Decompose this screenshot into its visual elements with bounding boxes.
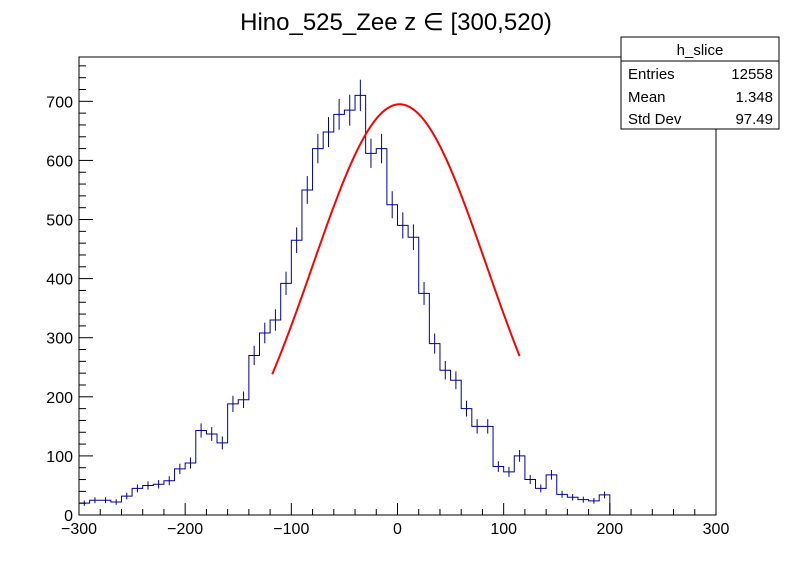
y-tick-label: 700	[46, 94, 73, 111]
chart-title: Hino_525_Zee z ∈ [300,520)	[240, 9, 552, 36]
histogram-outline	[78, 94, 611, 515]
fit-layer	[271, 103, 521, 375]
x-tick-label: −300	[61, 521, 97, 538]
y-tick-label: 100	[46, 449, 73, 466]
gaussian-fit-curve	[271, 103, 521, 375]
histogram-layer	[78, 79, 611, 515]
stats-label-entries: Entries	[628, 66, 675, 83]
x-tick-label: 100	[490, 521, 517, 538]
axis-layer: −300 −200 −100 0 100 200 300 0 100 200 300 400 500 60…	[46, 65, 730, 538]
plot-frame	[78, 56, 717, 516]
stats-box: h_slice Entries 12558 Mean 1.348 Std Dev…	[620, 36, 780, 130]
y-tick-label: 300	[46, 331, 73, 348]
x-tick-label: −100	[273, 521, 309, 538]
stats-value-mean: 1.348	[735, 89, 773, 106]
stats-label-std-dev: Std Dev	[628, 111, 682, 128]
stats-value-entries: 12558	[731, 66, 773, 83]
x-tick-label: 0	[393, 521, 402, 538]
stats-box-frame	[620, 36, 780, 130]
y-tick-label: 0	[64, 508, 73, 525]
stats-box-title: h_slice	[677, 42, 724, 59]
x-tick-label: 300	[703, 521, 730, 538]
stats-label-mean: Mean	[628, 89, 666, 106]
y-tick-label: 500	[46, 213, 73, 230]
x-tick-label: −200	[167, 521, 203, 538]
y-tick-label: 200	[46, 390, 73, 407]
y-tick-label: 600	[46, 153, 73, 170]
stats-value-std-dev: 97.49	[735, 111, 773, 128]
x-tick-label: 200	[596, 521, 623, 538]
y-tick-label: 400	[46, 272, 73, 289]
